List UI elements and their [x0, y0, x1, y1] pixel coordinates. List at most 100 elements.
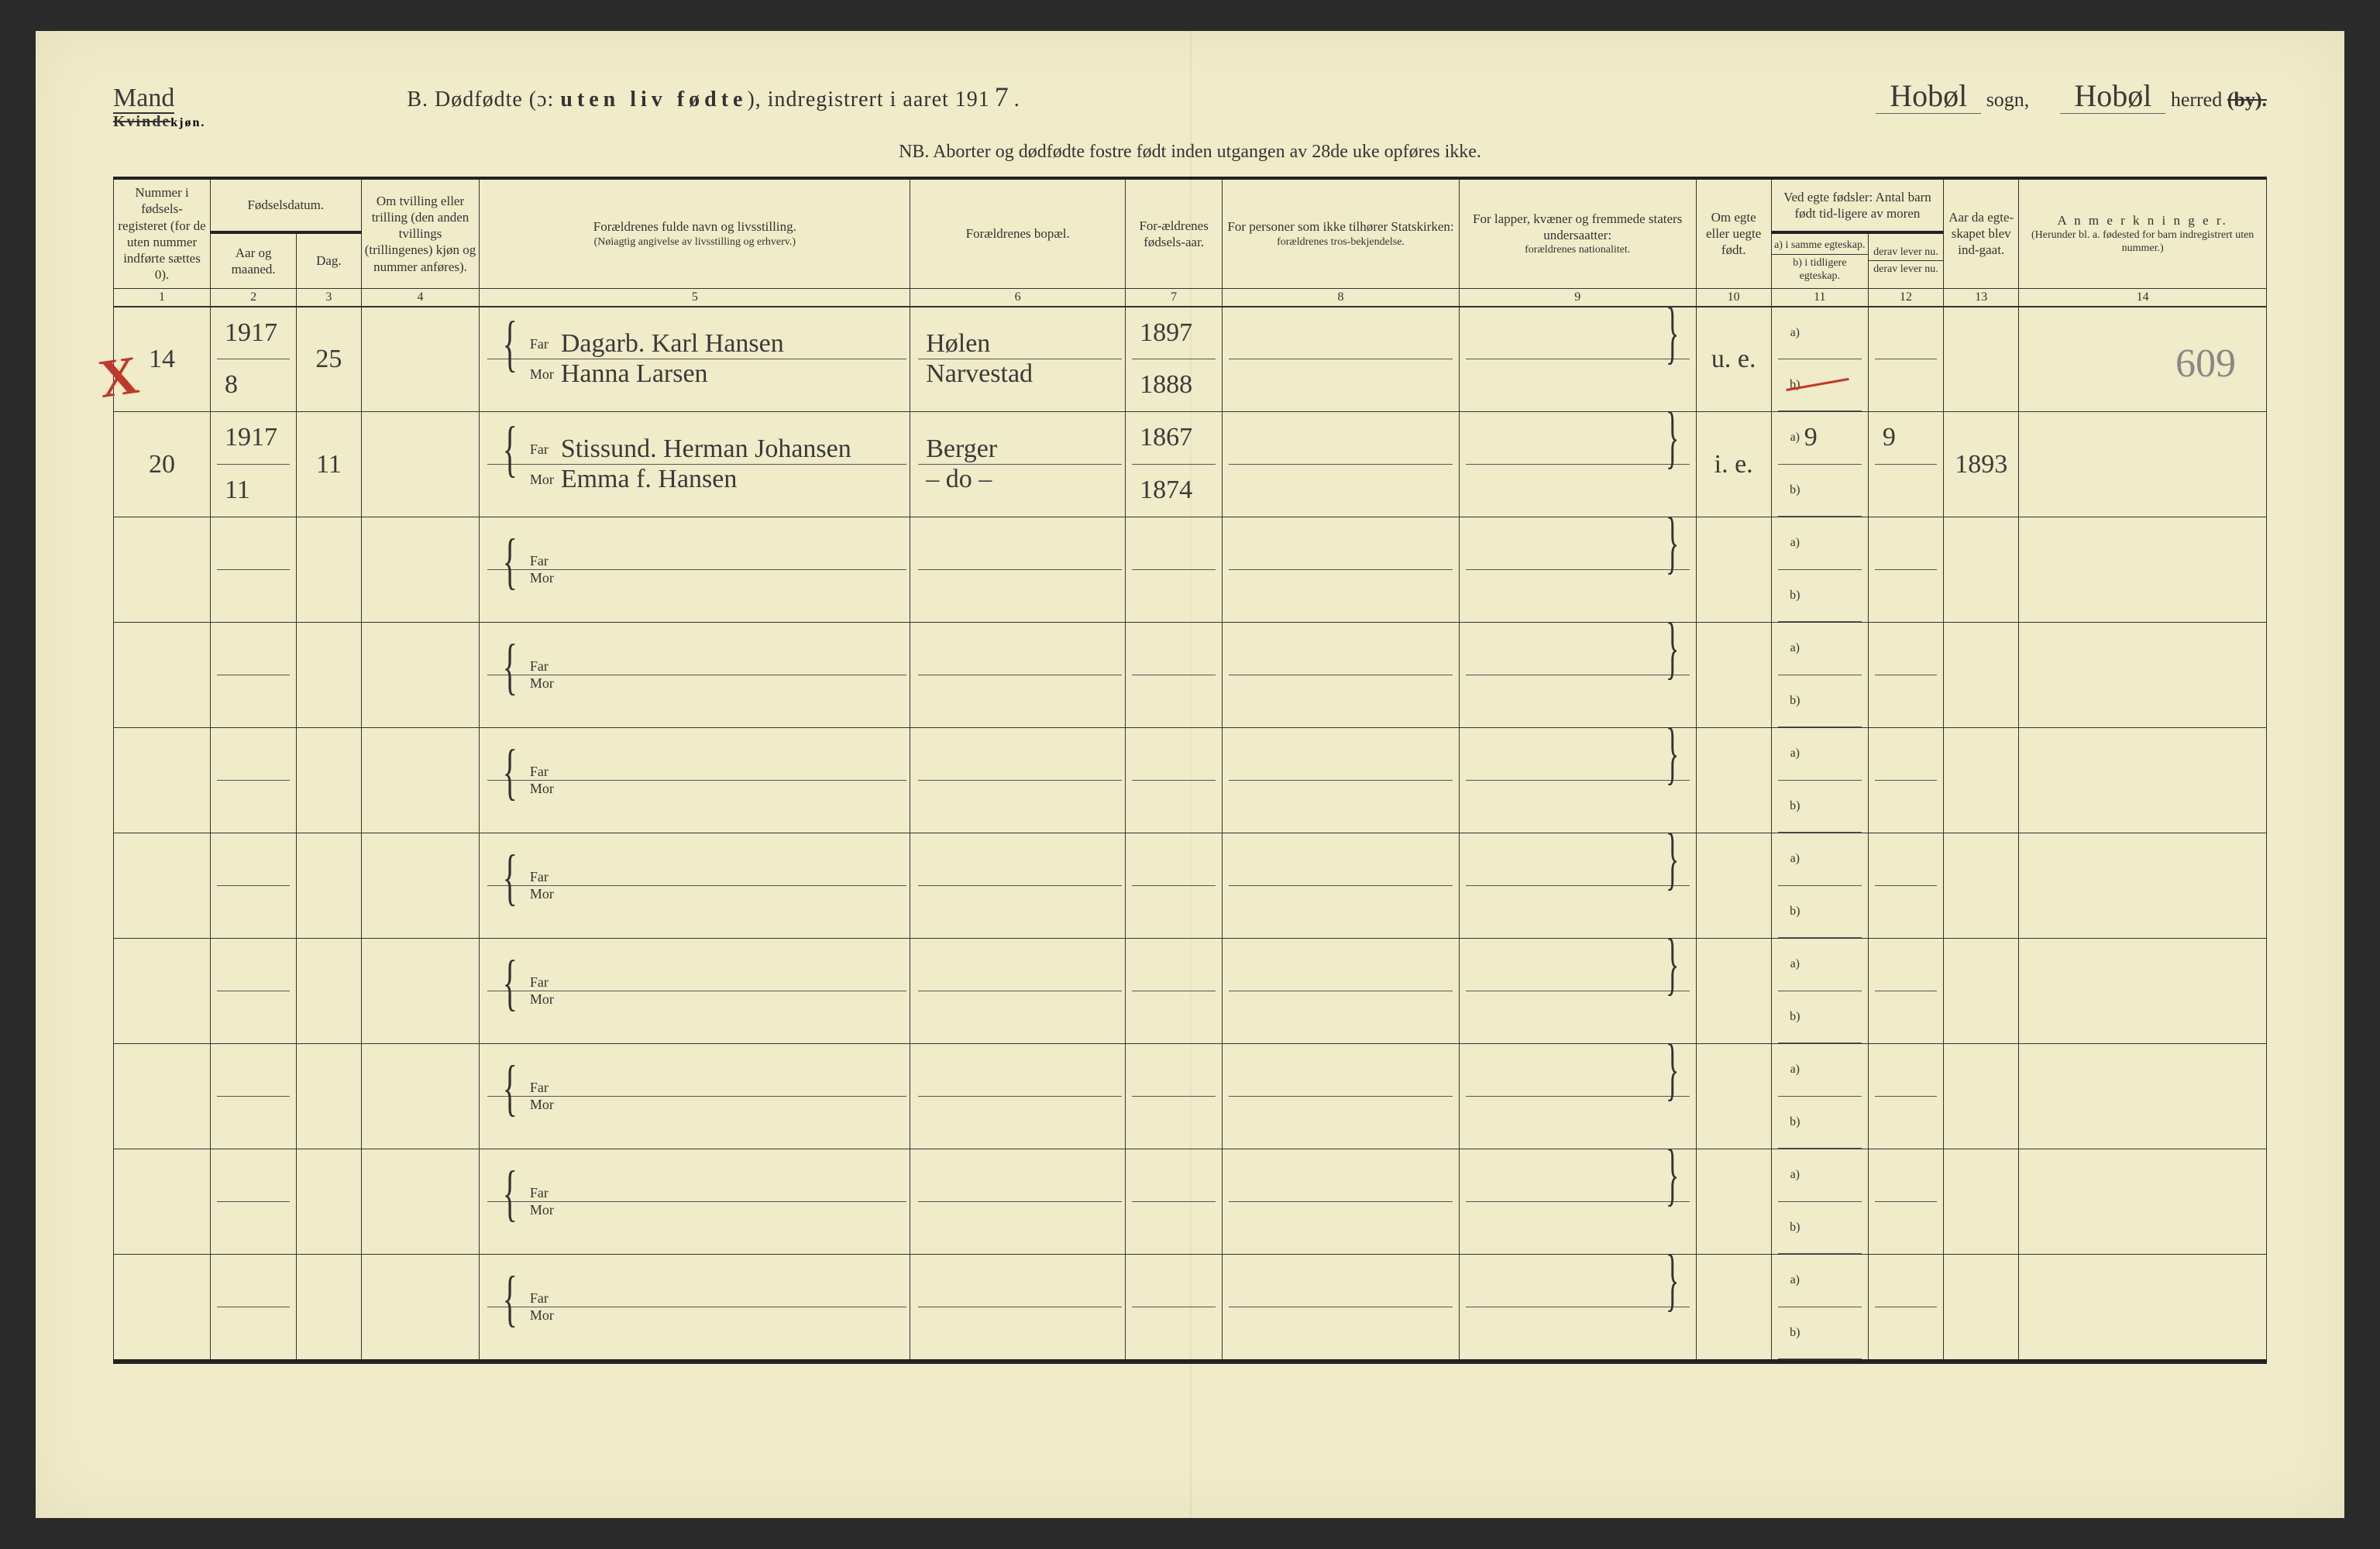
colnum-4: 4 [361, 288, 480, 307]
col7-header: For-ældrenes fødsels-aar. [1126, 178, 1223, 288]
cell-religion [1223, 412, 1460, 517]
cell-legit [1696, 833, 1771, 939]
cell-legit: u. e. [1696, 307, 1771, 412]
register-table: Nummer i fødsels-registeret (for de uten… [113, 177, 2267, 1360]
herred-label: herred [2171, 88, 2222, 111]
cell-legit [1696, 623, 1771, 728]
col8-header: For personer som ikke tilhører Statskirk… [1223, 178, 1460, 288]
cell-col12 [1868, 307, 1943, 412]
colnum-13: 13 [1944, 288, 2019, 307]
cell-places [910, 623, 1126, 728]
colnum-14: 14 [2019, 288, 2267, 307]
table-row: {Far {Mor}}a) b) [114, 517, 2267, 623]
col4-header: Om tvilling eller trilling (den anden tv… [361, 178, 480, 288]
cell-nationality: }} [1459, 1149, 1696, 1255]
cell-names: {Far {Mor [480, 833, 910, 939]
cell-egteaar [1944, 1149, 2019, 1255]
cell-religion [1223, 939, 1460, 1044]
cell-col11: a) b) [1771, 728, 1868, 833]
cell-religion [1223, 833, 1460, 939]
cell-parent-years [1126, 939, 1223, 1044]
col3-header: Dag. [297, 232, 361, 288]
cell-anm [2019, 1149, 2267, 1255]
sogn-block: Hobøl sogn, [1876, 77, 2029, 114]
table-row: {Far {Mor}}a) b) [114, 728, 2267, 833]
cell-religion [1223, 1255, 1460, 1360]
cell-anm [2019, 1044, 2267, 1149]
cell-anm [2019, 1255, 2267, 1360]
col23-header: Fødselsdatum. [211, 178, 362, 232]
cell-names: {Far {Mor [480, 939, 910, 1044]
cell-col11: a) b) [1771, 1149, 1868, 1255]
column-numbers-row: 1234567891011121314 [114, 288, 2267, 307]
colnum-8: 8 [1223, 288, 1460, 307]
red-x-mark: X [95, 345, 143, 411]
cell-parent-years [1126, 728, 1223, 833]
table-row: {Far {Mor}}a) b) [114, 1044, 2267, 1149]
cell-day [297, 1255, 361, 1360]
cell-names: {Far {Mor [480, 623, 910, 728]
cell-col11: a)9 b) [1771, 412, 1868, 517]
gender-suffix: kjøn. [170, 116, 205, 129]
cell-yearmonth [211, 517, 297, 623]
cell-parent-years [1126, 1149, 1223, 1255]
cell-egteaar: 1893 [1944, 412, 2019, 517]
cell-nationality: }} [1459, 412, 1696, 517]
cell-religion [1223, 623, 1460, 728]
table-row: {Far {Mor}}a) b) [114, 1255, 2267, 1360]
cell-places: HølenNarvestad [910, 307, 1126, 412]
cell-egteaar [1944, 728, 2019, 833]
col11-sub: a) i samme egteskap. b) i tidligere egte… [1771, 232, 1868, 288]
cell-names: {Far {Mor [480, 728, 910, 833]
cell-col11: a) b) [1771, 307, 1868, 412]
cell-places [910, 728, 1126, 833]
cell-yearmonth [211, 939, 297, 1044]
cell-religion [1223, 728, 1460, 833]
cell-legit [1696, 517, 1771, 623]
cell-places [910, 1149, 1126, 1255]
cell-day [297, 517, 361, 623]
cell-num [114, 728, 211, 833]
cell-col11: a) b) [1771, 1255, 1868, 1360]
table-header: Nummer i fødsels-registeret (for de uten… [114, 178, 2267, 307]
cell-parent-years [1126, 833, 1223, 939]
cell-anm [2019, 939, 2267, 1044]
cell-twin [361, 939, 480, 1044]
col12-sub: derav lever nu. derav lever nu. [1868, 232, 1943, 288]
colnum-5: 5 [480, 288, 910, 307]
cell-col11: a) b) [1771, 623, 1868, 728]
col13-header: Aar da egte-skapet blev ind-gaat. [1944, 178, 2019, 288]
cell-anm [2019, 412, 2267, 517]
col8-top: For personer som ikke tilhører Statskirk… [1226, 218, 1456, 235]
table-row: {Far {Mor}}a) b) [114, 623, 2267, 728]
col9-sub: forældrenes nationalitet. [1463, 243, 1693, 257]
cell-twin [361, 1044, 480, 1149]
cell-anm [2019, 517, 2267, 623]
cell-legit [1696, 1044, 1771, 1149]
colnum-11: 11 [1771, 288, 1868, 307]
col11-top: Ved egte fødsler: Antal barn født tid-li… [1775, 187, 1940, 224]
table-row: {Far {Mor}}a) b) [114, 1149, 2267, 1255]
col9-header: For lapper, kvæner og fremmede staters u… [1459, 178, 1696, 288]
cell-yearmonth: 191711 [211, 412, 297, 517]
cell-twin [361, 623, 480, 728]
table-row: {Far {Mor}}a) b) [114, 833, 2267, 939]
cell-egteaar [1944, 307, 2019, 412]
cell-places [910, 1255, 1126, 1360]
cell-places [910, 939, 1126, 1044]
cell-religion [1223, 517, 1460, 623]
gender-handwritten: Mand [113, 84, 174, 114]
cell-egteaar [1944, 939, 2019, 1044]
cell-twin [361, 833, 480, 939]
colnum-12: 12 [1868, 288, 1943, 307]
cell-religion [1223, 1044, 1460, 1149]
title-prefix: B. Dødfødte (ɔ: [407, 88, 554, 112]
page-title: B. Dødfødte (ɔ: uten liv fødte), indregi… [205, 81, 1845, 113]
cell-nationality: }} [1459, 1255, 1696, 1360]
col11b: b) i tidligere egteskap. [1772, 254, 1868, 285]
title-spaced: uten liv fødte [560, 88, 747, 112]
col11-12-header: Ved egte fødsler: Antal barn født tid-li… [1771, 178, 1943, 232]
cell-places [910, 1044, 1126, 1149]
colnum-1: 1 [114, 288, 211, 307]
cell-col12 [1868, 833, 1943, 939]
